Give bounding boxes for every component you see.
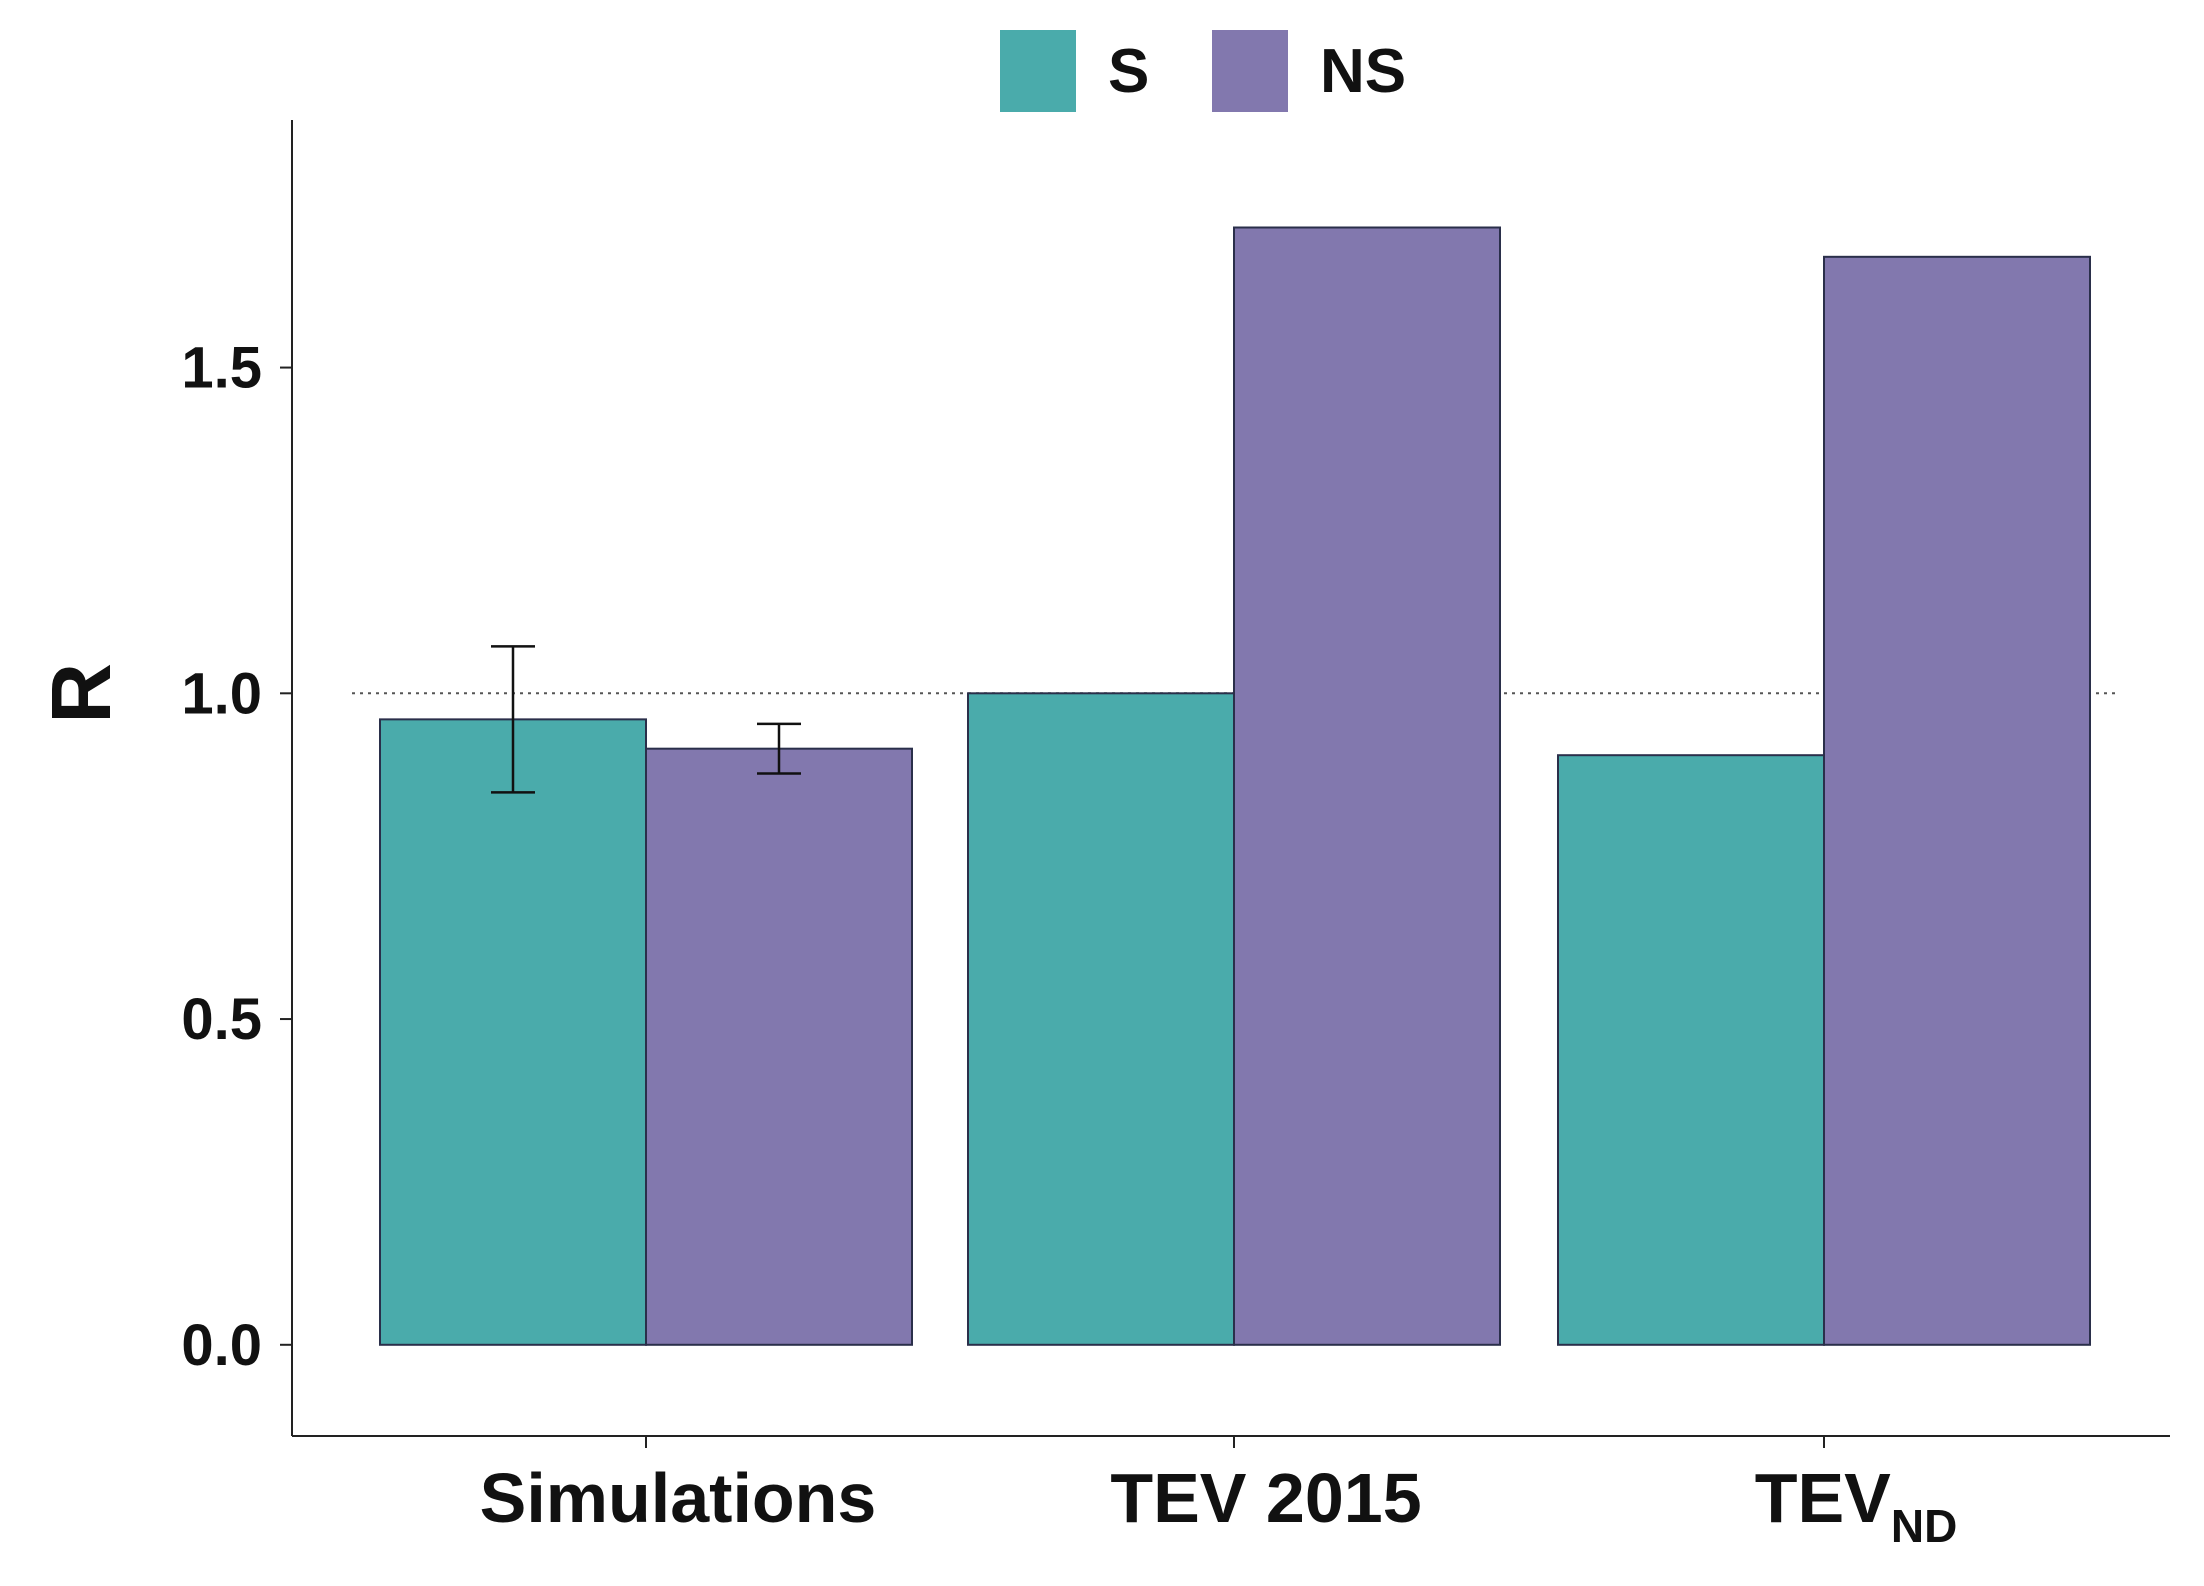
y-tick-label: 1.0 [181, 661, 262, 726]
y-axis-title: R [34, 663, 128, 724]
x-tick-label: Simulations [480, 1459, 877, 1537]
bar-ns-0 [645, 747, 913, 1346]
y-tick-label: 0.0 [181, 1313, 262, 1378]
error-bars [491, 645, 801, 794]
legend-swatch-ns [1212, 30, 1288, 112]
bar-ns-2 [1823, 255, 2091, 1346]
legend-swatch-s [1000, 30, 1076, 112]
y-tick-label: 1.5 [181, 336, 262, 401]
bars [379, 226, 2091, 1346]
legend-label-s: S [1108, 37, 1149, 106]
bar-ns-1 [1233, 226, 1501, 1346]
legend-label-ns: NS [1320, 37, 1406, 106]
legend: S NS [1000, 30, 1406, 112]
bar-s-2 [1557, 754, 1825, 1346]
labels: 0.0 0.5 1.0 1.5 R Simulations TEV 2015 TEVND [34, 336, 1957, 1552]
bar-s-1 [967, 692, 1235, 1346]
x-tick-label: TEVND [1755, 1459, 1958, 1552]
y-tick-label: 0.5 [181, 987, 262, 1052]
x-tick-label: TEV 2015 [1110, 1459, 1421, 1537]
bar-s-0 [379, 718, 647, 1346]
